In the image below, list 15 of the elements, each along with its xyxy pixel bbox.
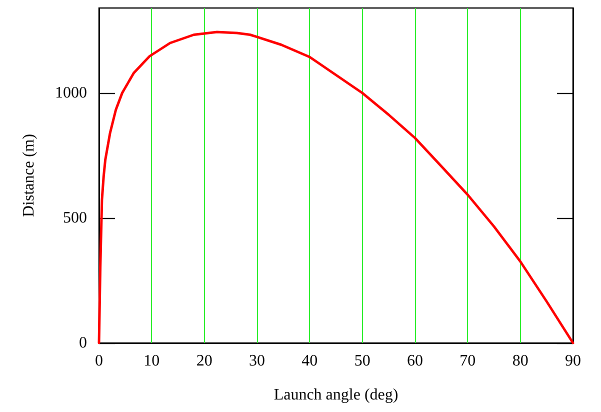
y-axis-title: Distance (m) (20, 134, 38, 218)
y-tick-label: 0 (79, 334, 87, 352)
x-tick-label: 90 (565, 352, 581, 370)
x-tick-label: 40 (302, 352, 318, 370)
x-tick-label: 70 (460, 352, 476, 370)
x-tick-label: 0 (95, 352, 103, 370)
x-tick-label: 10 (144, 352, 160, 370)
y-tick-label: 1000 (55, 84, 87, 102)
x-tick-label: 60 (407, 352, 423, 370)
x-tick-label: 80 (512, 352, 528, 370)
y-tick-label: 500 (63, 210, 87, 226)
x-tick-label: 30 (249, 352, 265, 370)
x-tick-label: 50 (354, 352, 370, 370)
x-axis-title: Launch angle (deg) (274, 386, 398, 404)
x-tick-label: 20 (196, 352, 212, 370)
